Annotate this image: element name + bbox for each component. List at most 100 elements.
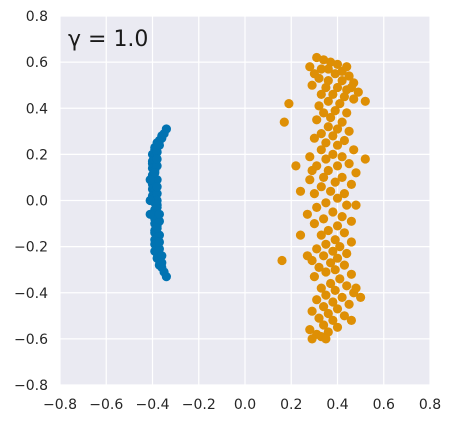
data-point bbox=[332, 253, 343, 263]
data-point bbox=[307, 334, 317, 344]
data-point bbox=[346, 315, 356, 325]
data-point bbox=[344, 159, 354, 169]
data-point bbox=[342, 248, 352, 259]
series-1 bbox=[145, 124, 171, 282]
data-point bbox=[342, 281, 352, 291]
x-tick-label: −0.2 bbox=[182, 397, 216, 413]
data-point bbox=[330, 177, 340, 187]
data-point bbox=[346, 82, 356, 93]
data-point bbox=[351, 283, 361, 293]
data-point bbox=[328, 315, 338, 325]
x-tick-labels: −0.8 −0.6 −0.4 −0.2 0.0 0.2 0.4 0.6 0.8 bbox=[43, 397, 441, 413]
data-point bbox=[316, 283, 326, 293]
data-point bbox=[284, 99, 294, 109]
data-point bbox=[314, 313, 324, 323]
data-point bbox=[305, 152, 315, 162]
data-point bbox=[323, 76, 333, 86]
data-point bbox=[344, 71, 354, 81]
data-point bbox=[360, 154, 370, 164]
data-point bbox=[346, 216, 356, 226]
y-tick-label: 0.6 bbox=[26, 55, 48, 71]
data-point bbox=[323, 308, 333, 319]
data-point bbox=[339, 92, 349, 102]
data-point bbox=[316, 230, 326, 240]
data-point bbox=[321, 154, 331, 164]
data-point bbox=[312, 202, 322, 212]
data-point bbox=[316, 145, 326, 155]
data-point bbox=[291, 161, 301, 171]
data-point bbox=[321, 82, 331, 93]
data-point bbox=[330, 235, 340, 245]
data-point bbox=[326, 278, 336, 289]
data-point bbox=[152, 195, 162, 206]
data-point bbox=[152, 202, 162, 212]
data-point bbox=[328, 246, 338, 256]
data-point bbox=[316, 182, 326, 192]
data-point bbox=[326, 112, 336, 123]
data-point bbox=[330, 69, 340, 79]
data-point bbox=[302, 209, 312, 219]
data-point bbox=[309, 219, 319, 229]
data-point bbox=[152, 223, 162, 233]
y-tick-labels: 0.8 0.6 0.4 0.2 0.0 −0.2 −0.4 −0.6 −0.8 bbox=[14, 9, 48, 394]
data-point bbox=[305, 325, 315, 335]
data-point bbox=[279, 117, 289, 127]
data-point bbox=[323, 165, 333, 176]
data-point bbox=[332, 59, 343, 69]
data-point bbox=[332, 322, 343, 332]
data-point bbox=[342, 200, 352, 210]
data-point bbox=[321, 290, 331, 300]
data-point bbox=[337, 292, 347, 302]
y-tick-label: 0.4 bbox=[26, 101, 48, 117]
data-point bbox=[309, 272, 319, 282]
data-point bbox=[321, 239, 331, 249]
grid-lines bbox=[59, 15, 431, 386]
data-point bbox=[314, 262, 324, 272]
data-point bbox=[328, 89, 338, 99]
data-point bbox=[319, 172, 329, 182]
data-point bbox=[312, 295, 322, 305]
data-point bbox=[319, 302, 329, 312]
data-point bbox=[346, 269, 356, 279]
data-point bbox=[335, 274, 345, 284]
y-tick-label: −0.4 bbox=[14, 286, 48, 302]
data-point bbox=[159, 129, 169, 139]
y-tick-label: 0.0 bbox=[26, 194, 48, 210]
data-point bbox=[150, 168, 160, 178]
x-tick-label: 0.0 bbox=[234, 397, 256, 413]
data-point bbox=[309, 133, 319, 143]
data-point bbox=[349, 94, 359, 104]
data-point bbox=[339, 189, 349, 199]
data-point bbox=[319, 214, 329, 224]
data-point bbox=[154, 216, 164, 226]
data-point bbox=[332, 304, 343, 314]
data-point bbox=[339, 260, 349, 270]
y-tick-label: −0.6 bbox=[14, 332, 48, 348]
data-point bbox=[314, 101, 324, 111]
data-point bbox=[312, 52, 322, 63]
data-point bbox=[342, 108, 352, 118]
data-point bbox=[161, 272, 171, 282]
data-point bbox=[319, 108, 329, 118]
data-point bbox=[316, 129, 326, 139]
data-point bbox=[328, 207, 338, 217]
data-point bbox=[152, 147, 162, 157]
data-point bbox=[152, 161, 162, 171]
data-point bbox=[154, 237, 164, 247]
x-tick-label: −0.6 bbox=[89, 397, 123, 413]
gamma-annotation: γ = 1.0 bbox=[68, 27, 148, 52]
y-tick-label: −0.8 bbox=[14, 378, 48, 394]
data-point bbox=[309, 189, 319, 199]
data-point bbox=[335, 242, 345, 252]
data-point bbox=[339, 311, 349, 321]
data-point bbox=[154, 209, 164, 219]
data-point bbox=[332, 140, 343, 150]
y-tick-label: 0.2 bbox=[26, 147, 48, 163]
data-point bbox=[295, 230, 306, 240]
x-tick-label: 0.4 bbox=[326, 397, 348, 413]
data-point bbox=[152, 154, 162, 164]
data-point bbox=[316, 64, 326, 74]
data-point bbox=[277, 255, 287, 266]
scatter-series bbox=[145, 52, 370, 344]
